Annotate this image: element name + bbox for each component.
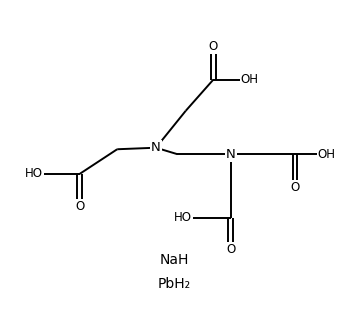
Text: N: N xyxy=(151,141,161,154)
Text: NaH: NaH xyxy=(159,253,189,267)
Text: O: O xyxy=(209,40,218,53)
Text: O: O xyxy=(75,200,85,213)
Text: HO: HO xyxy=(174,211,192,224)
Text: O: O xyxy=(290,180,300,194)
Text: OH: OH xyxy=(318,148,336,161)
Text: O: O xyxy=(226,243,235,256)
Text: N: N xyxy=(226,148,236,161)
Text: OH: OH xyxy=(241,73,259,86)
Text: PbH₂: PbH₂ xyxy=(157,277,191,292)
Text: HO: HO xyxy=(25,167,43,180)
